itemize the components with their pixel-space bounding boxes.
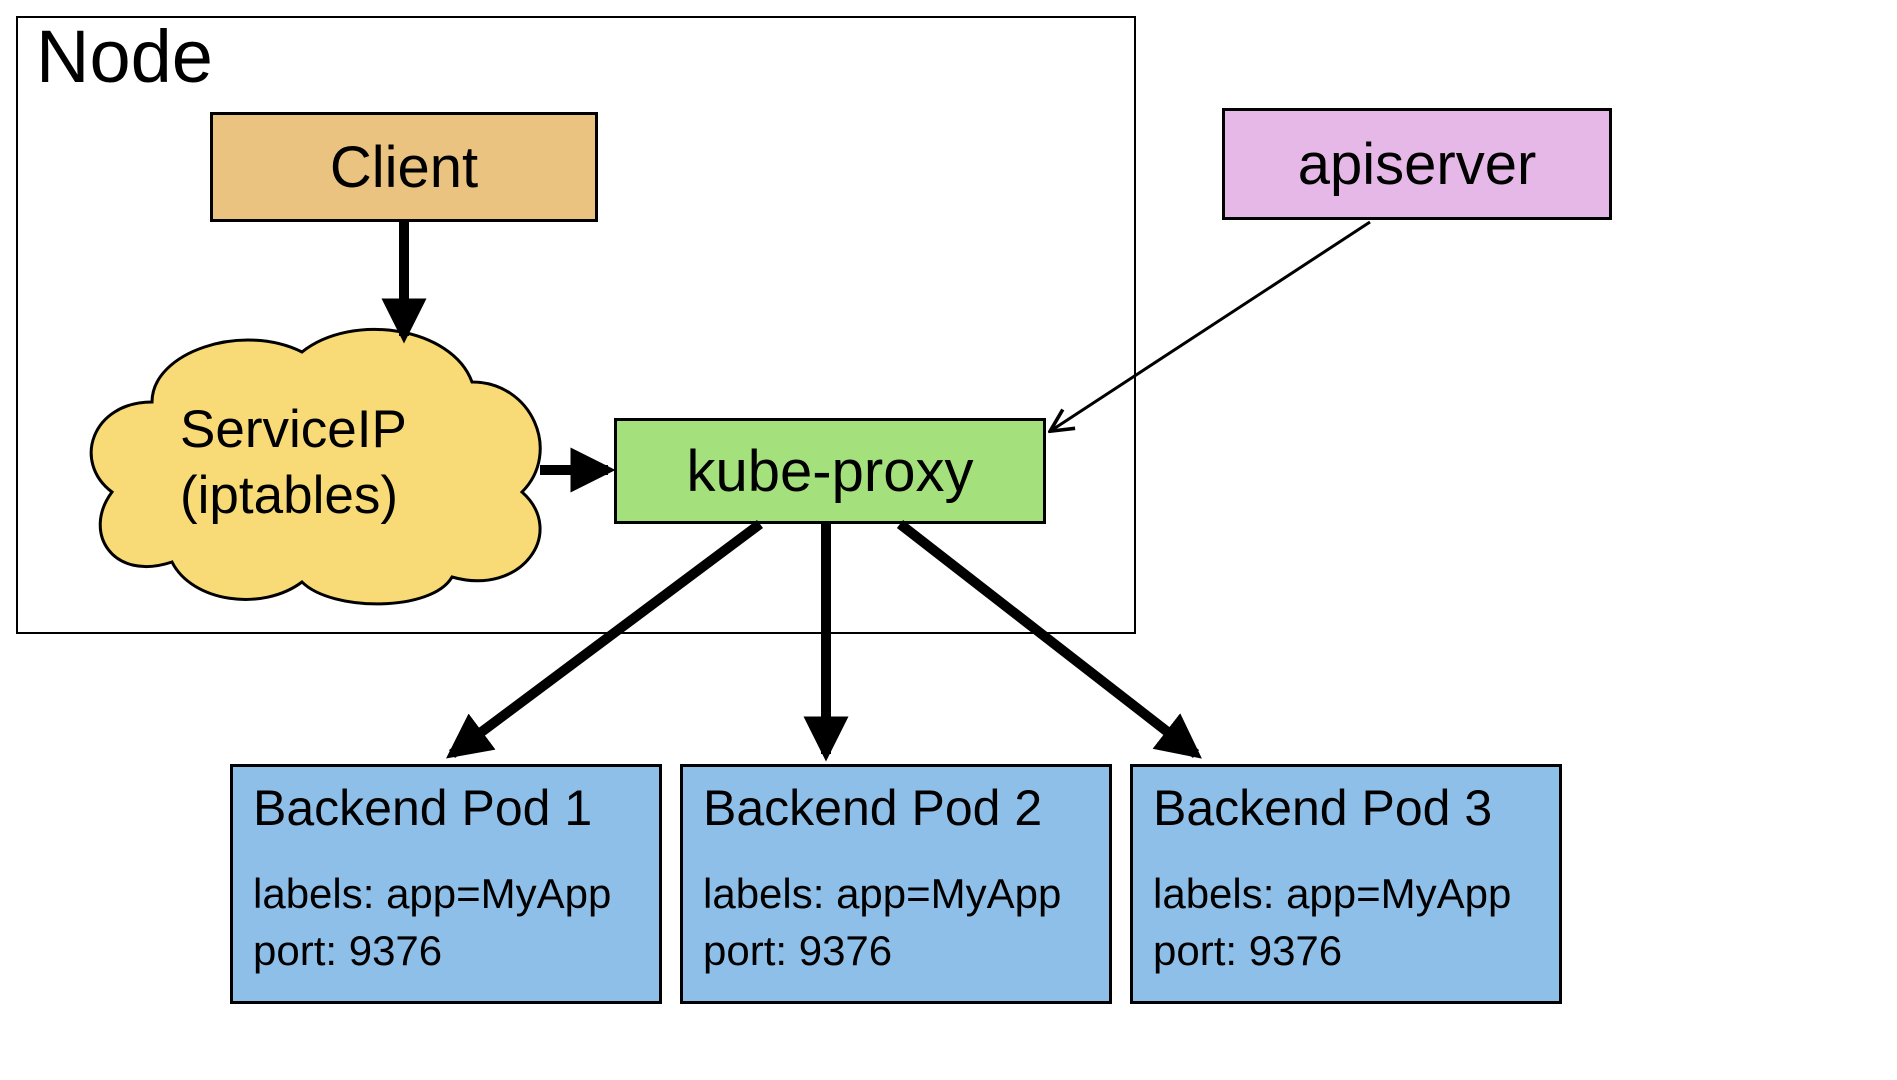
pod3-title: Backend Pod 3 — [1153, 781, 1539, 836]
diagram-stage: Node Client apiserver ServiceIP (iptable… — [0, 0, 1897, 1080]
serviceip-cloud: ServiceIP (iptables) — [72, 312, 552, 612]
pod1-title: Backend Pod 1 — [253, 781, 639, 836]
pod2-box: Backend Pod 2 labels: app=MyApp port: 93… — [680, 764, 1112, 1004]
apiserver-box: apiserver — [1222, 108, 1612, 220]
apiserver-label: apiserver — [1298, 131, 1537, 198]
kubeproxy-label: kube-proxy — [687, 438, 974, 505]
serviceip-line2: (iptables) — [180, 463, 407, 529]
pod2-port: port: 9376 — [703, 923, 1089, 980]
pod1-labels: labels: app=MyApp — [253, 866, 639, 923]
serviceip-line1: ServiceIP — [180, 397, 407, 463]
pod2-title: Backend Pod 2 — [703, 781, 1089, 836]
serviceip-text: ServiceIP (iptables) — [180, 397, 407, 530]
pod1-port: port: 9376 — [253, 923, 639, 980]
node-label: Node — [36, 20, 213, 94]
pod3-box: Backend Pod 3 labels: app=MyApp port: 93… — [1130, 764, 1562, 1004]
pod1-box: Backend Pod 1 labels: app=MyApp port: 93… — [230, 764, 662, 1004]
kubeproxy-box: kube-proxy — [614, 418, 1046, 524]
client-box: Client — [210, 112, 598, 222]
pod3-labels: labels: app=MyApp — [1153, 866, 1539, 923]
client-label: Client — [330, 134, 478, 201]
pod2-labels: labels: app=MyApp — [703, 866, 1089, 923]
pod3-port: port: 9376 — [1153, 923, 1539, 980]
